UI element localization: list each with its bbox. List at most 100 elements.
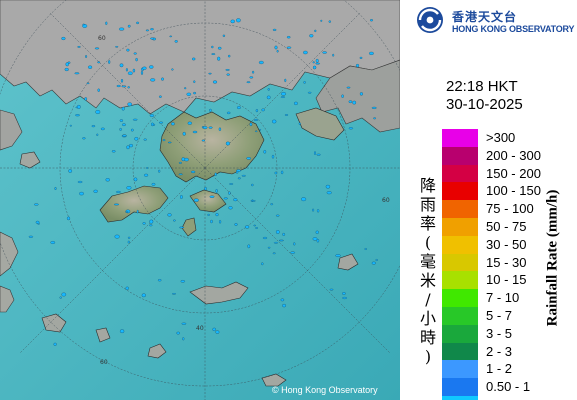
rain-echo [113, 203, 120, 206]
rain-echo [329, 288, 334, 291]
rain-echo [315, 230, 319, 234]
rain-echo [325, 184, 331, 189]
rain-echo [320, 19, 323, 22]
rain-echo [261, 262, 264, 266]
rain-echo [86, 82, 90, 85]
rain-echo [132, 68, 136, 73]
rain-echo [97, 88, 100, 92]
rain-echo [212, 80, 218, 84]
rainfall-legend: >300 200 - 300 150 - 200 100 - 150 75 - 100 5… [442, 129, 577, 400]
logo-name-cn: 香港天文台 [452, 10, 518, 24]
legend-swatch [442, 253, 478, 272]
rain-echo [214, 172, 217, 176]
rain-echo [173, 219, 176, 222]
rain-echo [142, 222, 146, 225]
legend-title-cn-char: 率 [419, 214, 436, 233]
rain-echo [122, 134, 127, 137]
rain-echo [359, 56, 363, 59]
hko-logo[interactable]: 香港天文台 HONG KONG OBSERVATORY [416, 6, 575, 36]
legend-title-cn: 降雨率(毫米 / 小時) [416, 176, 440, 366]
rain-echo [286, 46, 292, 49]
rain-echo [182, 131, 186, 136]
rain-echo [252, 70, 255, 74]
observation-time: 22:18 HKT [446, 78, 518, 95]
legend-label: 200 - 300 [486, 147, 541, 163]
rain-echo [134, 137, 139, 141]
rain-echo [176, 331, 180, 335]
rain-echo [328, 20, 331, 23]
legend-swatch [442, 217, 478, 236]
rain-echo [79, 191, 84, 196]
rain-echo [126, 186, 132, 190]
rain-echo [120, 78, 124, 83]
rain-echo [272, 119, 277, 124]
rain-echo [219, 220, 222, 224]
rain-echo [61, 292, 67, 297]
rain-echo [273, 241, 279, 244]
radar-map[interactable]: 60 40 60 60 © Hong Kong Observatory [0, 0, 400, 400]
rain-echo [182, 337, 185, 341]
rain-echo [169, 35, 172, 38]
rain-echo [226, 111, 231, 115]
wanshan-island-3 [261, 373, 287, 387]
rain-echo [255, 109, 259, 113]
logo-name-en: HONG KONG OBSERVATORY [452, 24, 575, 34]
legend-label: 15 - 30 [486, 254, 527, 270]
legend-title-cn-char: 雨 [419, 195, 436, 214]
rain-echo [332, 53, 335, 57]
rain-echo [178, 173, 183, 176]
rain-echo [125, 211, 129, 213]
rain-echo [275, 214, 280, 217]
rain-echo [262, 236, 268, 240]
rain-echo [28, 235, 34, 238]
rain-echo [280, 96, 286, 98]
rain-echo [207, 213, 210, 216]
rain-echo [233, 198, 238, 202]
rain-echo [150, 37, 155, 40]
rain-echo [218, 127, 222, 131]
rain-echo [184, 87, 187, 90]
rain-echo [59, 296, 62, 299]
rain-echo [235, 170, 239, 174]
rain-echo [146, 167, 149, 169]
rain-echo [149, 114, 155, 117]
rain-echo [181, 157, 186, 162]
legend-label: 3 - 5 [486, 325, 513, 341]
legend-row: 10 - 15 [442, 271, 577, 290]
rain-echo [145, 29, 149, 32]
legend-row: 75 - 100 [442, 200, 577, 218]
legend-title-cn-char: ) [424, 347, 432, 366]
rain-echo [253, 224, 256, 227]
rain-echo [193, 80, 196, 83]
sw-landmass-2 [0, 285, 15, 313]
legend-label: 150 - 200 [486, 165, 541, 181]
rain-echo [150, 78, 156, 82]
range-rings [0, 0, 400, 400]
rain-echo [282, 232, 286, 236]
rain-echo [119, 27, 125, 31]
rain-echo [244, 225, 250, 229]
rain-echo [167, 213, 172, 217]
rain-echo [335, 254, 341, 257]
legend-title-cn-char: 米 [419, 271, 436, 290]
rain-echo [229, 183, 234, 185]
rain-echo [217, 56, 221, 61]
rain-echo [133, 177, 138, 182]
hko-logo-icon [417, 7, 443, 33]
rain-echo [186, 92, 192, 96]
rain-echo [270, 203, 274, 206]
legend-row: 3 - 5 [442, 324, 577, 343]
rain-echo [187, 121, 192, 125]
legend-row: >300 [442, 129, 577, 147]
radar-map-svg: 60 40 60 60 [0, 0, 400, 400]
rain-echo [314, 151, 316, 155]
rain-echo [303, 81, 306, 84]
legend-swatch [442, 378, 478, 396]
rain-echo [370, 19, 373, 22]
rain-echo [201, 139, 206, 142]
rain-echo [184, 157, 189, 162]
rain-echo [64, 67, 69, 72]
legend-swatch [442, 395, 478, 400]
rain-echo [255, 130, 258, 133]
